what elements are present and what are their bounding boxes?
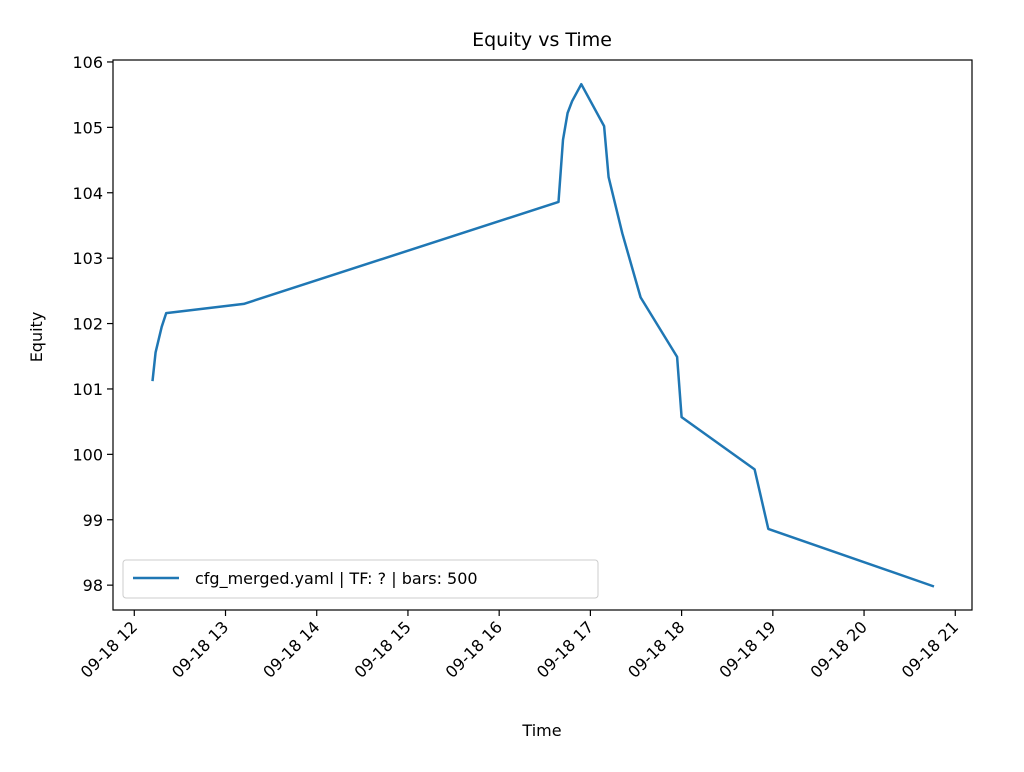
x-tick-label: 09-18 16	[442, 617, 506, 681]
series-line	[151, 82, 935, 588]
legend-label: cfg_merged.yaml | TF: ? | bars: 500	[195, 569, 478, 589]
y-tick-label: 100	[72, 445, 103, 464]
y-tick-label: 104	[72, 184, 103, 203]
x-tick-label: 09-18 13	[168, 617, 232, 681]
x-axis-label: Time	[521, 721, 561, 740]
chart-title: Equity vs Time	[472, 29, 612, 51]
y-tick-label: 105	[72, 118, 103, 137]
x-tick-label: 09-18 20	[807, 617, 871, 681]
y-tick-label: 102	[72, 315, 103, 334]
legend-box	[122, 559, 599, 599]
y-axis-label: Equity	[27, 312, 46, 363]
y-axis: 98 99 100 101 102 103 104 105 106	[72, 53, 113, 595]
x-tick-label: 09-18 17	[533, 617, 597, 681]
axes-frame	[112, 59, 973, 611]
x-tick-label: 09-18 19	[715, 617, 779, 681]
y-tick-label: 99	[83, 511, 103, 530]
y-tick-label: 106	[72, 53, 103, 72]
legend: cfg_merged.yaml | TF: ? | bars: 500	[122, 559, 599, 599]
y-tick-label: 98	[83, 576, 103, 595]
x-tick-label: 09-18 21	[898, 617, 962, 681]
y-tick-label: 101	[72, 380, 103, 399]
x-tick-label: 09-18 15	[350, 617, 414, 681]
x-tick-label: 09-18 12	[77, 617, 141, 681]
plot-area	[151, 82, 935, 588]
y-tick-label: 103	[72, 249, 103, 268]
x-tick-label: 09-18 18	[624, 617, 688, 681]
x-axis: 09-18 12 09-18 13 09-18 14 09-18 15 09-18 16…	[77, 610, 962, 682]
x-tick-label: 09-18 14	[259, 617, 323, 681]
